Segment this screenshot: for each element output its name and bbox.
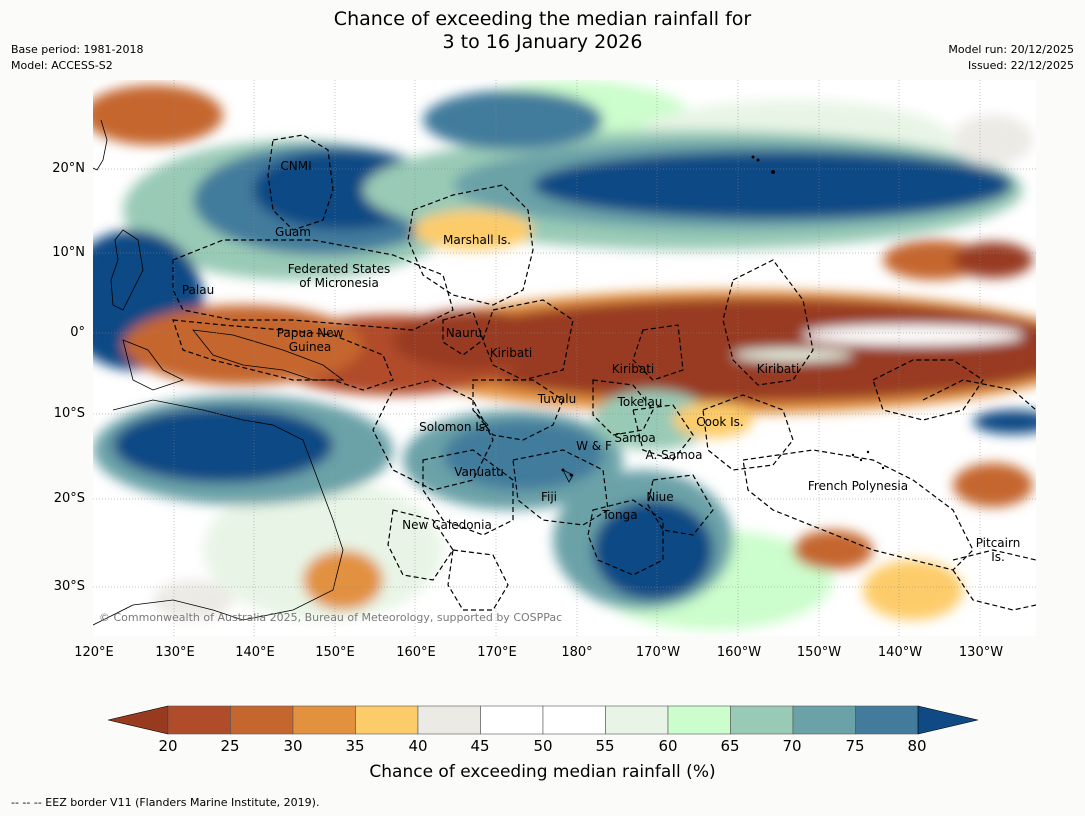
label-png-line2: Guinea [288, 340, 332, 354]
colorbar-tick-45: 45 [470, 737, 490, 755]
label-wallis-futuna: W & F [576, 439, 612, 453]
label-tonga: Tonga [602, 508, 638, 522]
colorbar-tick-70: 70 [782, 737, 802, 755]
lat-label-10s: 10°S [53, 406, 85, 421]
model-run: Model run: 20/12/2025 [948, 43, 1074, 56]
colorbar-cell [542, 705, 606, 735]
eez-footnote: -- -- -- EEZ border V11 (Flanders Marine… [11, 796, 320, 809]
label-pitcairn-line1: Pitcairn [975, 536, 1021, 550]
label-fsm-line2: of Micronesia [299, 276, 379, 290]
colorbar [108, 705, 978, 735]
issued-date: Issued: 22/12/2025 [967, 59, 1074, 72]
lat-label-0: 0° [70, 325, 85, 340]
colorbar-tick-40: 40 [408, 737, 428, 755]
label-fsm-line1: Federated States [287, 262, 391, 276]
lon-label-140w: 140°W [877, 645, 923, 660]
colorbar-tick-30: 30 [283, 737, 303, 755]
label-niue: Niue [646, 490, 674, 504]
base-period: Base period: 1981-2018 [11, 43, 144, 56]
map-canvas [93, 80, 1036, 636]
lat-label-20n: 20°N [52, 161, 85, 176]
label-tokelau: Tokelau [617, 395, 663, 409]
colorbar-tick-75: 75 [845, 737, 865, 755]
colorbar-cell [230, 705, 294, 735]
title-line-1: Chance of exceeding the median rainfall … [333, 8, 752, 30]
label-nauru: Nauru [445, 326, 483, 340]
lon-label-130e: 130°E [155, 645, 195, 660]
lon-label-150w: 150°W [796, 645, 842, 660]
lon-label-170e: 170°E [477, 645, 517, 660]
label-solomon-islands: Solomon Is. [419, 420, 489, 434]
label-cnmi: CNMI [280, 159, 312, 173]
lon-label-180: 180° [561, 645, 593, 660]
colorbar-cell [480, 705, 544, 735]
lon-label-150e: 150°E [315, 645, 355, 660]
label-tuvalu: Tuvalu [537, 392, 577, 406]
colorbar-cell [667, 705, 731, 735]
colorbar-tick-80: 80 [907, 737, 927, 755]
colorbar-label: Chance of exceeding median rainfall (%) [369, 762, 716, 782]
model-name: Model: ACCESS-S2 [11, 59, 113, 72]
colorbar-extend-low [108, 705, 169, 735]
label-vanuatu: Vanuatu [454, 465, 504, 479]
label-guam: Guam [275, 225, 311, 239]
lon-label-120e: 120°E [74, 645, 114, 660]
run-info: Model run: 20/12/2025 Issued: 22/12/2025 [948, 42, 1074, 74]
colorbar-cell [792, 705, 856, 735]
label-new-caledonia: New Caledonia [402, 518, 492, 532]
lat-label-20s: 20°S [53, 491, 85, 506]
label-marshall-islands: Marshall Is. [443, 233, 511, 247]
label-kiribati-central: Kiribati [611, 362, 655, 376]
label-kiribati-east: Kiribati [756, 362, 800, 376]
lon-label-130w: 130°W [958, 645, 1004, 660]
label-kiribati-west: Kiribati [489, 346, 533, 360]
colorbar-tick-55: 55 [595, 737, 615, 755]
lat-label-30s: 30°S [53, 579, 85, 594]
colorbar-extend-high [917, 705, 978, 735]
base-period-info: Base period: 1981-2018 Model: ACCESS-S2 [11, 42, 143, 74]
colorbar-cell [730, 705, 794, 735]
colorbar-tick-50: 50 [533, 737, 553, 755]
lon-label-140e: 140°E [235, 645, 275, 660]
colorbar-cell [605, 705, 669, 735]
colorbar-tick-20: 20 [158, 737, 178, 755]
title-line-2: 3 to 16 January 2026 [442, 31, 643, 53]
map-title: Chance of exceeding the median rainfall … [0, 8, 1085, 54]
copyright-notice: © Commonwealth of Australia 2025, Bureau… [99, 611, 563, 624]
colorbar-cell [167, 705, 231, 735]
label-fiji: Fiji [540, 490, 558, 504]
colorbar-tick-35: 35 [345, 737, 365, 755]
lat-label-10n: 10°N [52, 245, 85, 260]
colorbar-cell [855, 705, 919, 735]
label-png-line1: Papua New [276, 326, 344, 340]
rainfall-map: CNMI Guam Marshall Is. Federated States … [93, 80, 1036, 636]
label-pitcairn-line2: Is. [991, 550, 1005, 564]
label-french-polynesia: French Polynesia [807, 479, 909, 493]
colorbar-tick-60: 60 [658, 737, 678, 755]
label-palau: Palau [181, 283, 215, 297]
colorbar-cell [417, 705, 481, 735]
label-samoa: Samoa [614, 431, 656, 445]
lon-label-160e: 160°E [396, 645, 436, 660]
lon-label-160w: 160°W [716, 645, 762, 660]
colorbar-cell [355, 705, 419, 735]
colorbar-tick-25: 25 [220, 737, 240, 755]
colorbar-cell [292, 705, 356, 735]
colorbar-tick-65: 65 [720, 737, 740, 755]
label-cook-islands: Cook Is. [696, 415, 744, 429]
lon-label-170w: 170°W [635, 645, 681, 660]
label-american-samoa: A. Samoa [645, 448, 703, 462]
